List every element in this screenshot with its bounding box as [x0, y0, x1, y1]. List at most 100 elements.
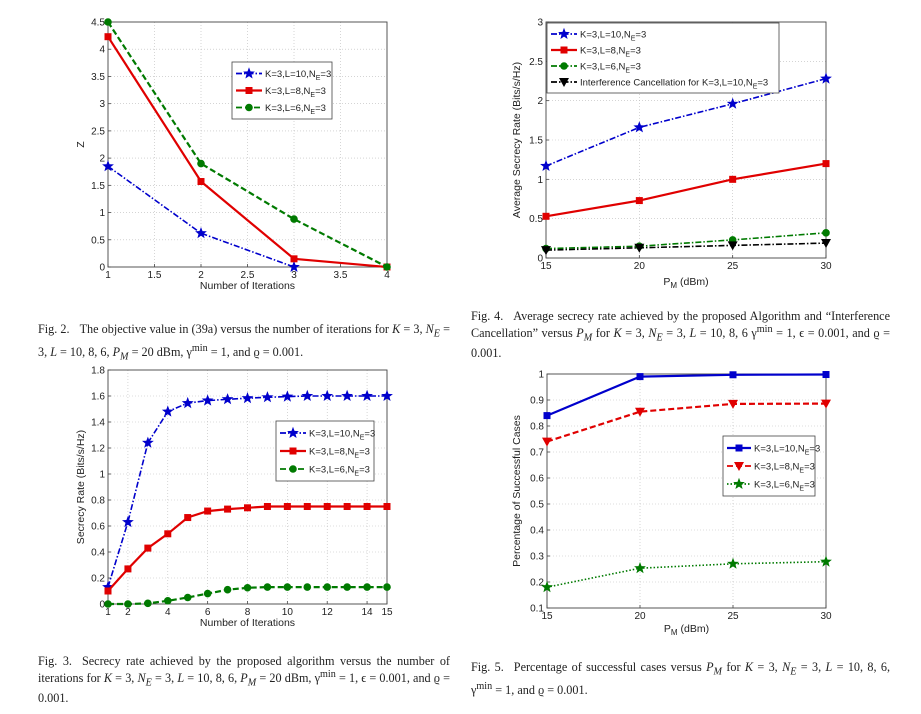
series-line	[107, 21, 388, 268]
data-point	[634, 243, 645, 253]
y-tick-label: 0.5	[530, 500, 544, 511]
legend-label-tail: =3	[359, 447, 370, 458]
legend-box	[546, 22, 780, 94]
x-tick-label: 8	[245, 607, 251, 618]
data-point	[383, 503, 391, 510]
legend-label-sub: E	[360, 435, 365, 442]
series-3	[541, 239, 831, 256]
chart-fig5: 15 20 25 30 0.1 0.2 0.3 0.4 0.5 0.6 0.7 0.8 0.9 1 PM (…	[511, 370, 832, 638]
y-tick-label: 0.8	[91, 496, 105, 507]
data-point	[343, 503, 351, 510]
caption-fig4-label: Fig. 4.	[471, 309, 504, 323]
data-point	[122, 515, 134, 528]
legend-label-tail: =3	[757, 78, 768, 89]
caption-fig3: Fig. 3. Secrecy rate achieved by the prop…	[38, 654, 450, 705]
data-point	[104, 18, 112, 26]
caption-fig3-text: Secrecy rate achieved by the proposed al…	[38, 654, 451, 705]
legend-label-sub: E	[310, 92, 315, 99]
y-tick-label: 0.4	[530, 526, 544, 537]
legend-marker	[289, 465, 297, 473]
legend-label-tail: =3	[315, 86, 326, 97]
series-line	[546, 560, 827, 588]
y-tick-label: 1.4	[91, 418, 105, 429]
data-point	[727, 241, 738, 251]
y-tick-label: 0.6	[91, 522, 105, 533]
data-point	[820, 555, 832, 567]
legend-marker	[560, 62, 568, 70]
legend-label-sub: E	[316, 75, 321, 82]
y-tick-label: 1.5	[529, 136, 543, 147]
y-tick-label: 1.2	[91, 444, 105, 455]
legend-label-tail: =3	[359, 465, 370, 476]
series-1	[542, 160, 830, 220]
y-tick-label: 4	[99, 45, 105, 56]
data-point	[323, 503, 331, 510]
data-point	[161, 405, 174, 417]
y-tick-label: 3	[99, 99, 105, 110]
series-line	[545, 242, 827, 251]
y-tick-label: 0	[537, 254, 543, 265]
y-tick-label: 0.1	[530, 604, 544, 615]
legend-marker	[287, 426, 299, 438]
legend-label: K=3,L=10,NE=3	[754, 444, 820, 457]
legend-marker	[289, 447, 297, 455]
data-point	[221, 393, 234, 405]
caption-fig2-label: Fig. 2.	[38, 322, 70, 336]
series-1	[542, 399, 831, 447]
data-point	[363, 583, 371, 591]
data-point	[726, 97, 739, 109]
data-point	[361, 389, 373, 401]
data-point	[102, 580, 114, 593]
data-point	[184, 514, 192, 522]
x-tick-label: 10	[282, 607, 294, 618]
y-tick-label: 0.4	[91, 548, 105, 559]
caption-fig5-text: Percentage of successful cases versus PM…	[471, 660, 891, 697]
y-tick-label: 0.6	[530, 474, 544, 485]
data-point	[263, 503, 271, 510]
legend-marker	[245, 103, 253, 112]
x-axis-label-tail: (dBm)	[677, 276, 709, 288]
x-axis-label-sub: M	[670, 281, 677, 290]
caption-fig4-text: Average secrecy rate achieved by the pro…	[471, 309, 891, 360]
legend-label-sub: E	[753, 84, 758, 91]
legend-label-sub: E	[799, 468, 804, 475]
legend-marker	[558, 27, 570, 39]
y-tick-label: 3	[537, 18, 543, 29]
data-point	[283, 503, 291, 510]
series-0	[543, 371, 830, 420]
x-tick-label: 30	[820, 261, 832, 272]
data-point	[204, 507, 212, 515]
legend-label: K=3,L=10,NE=3	[309, 429, 375, 442]
legend-label-sub: E	[805, 450, 810, 457]
data-point	[541, 246, 551, 256]
data-point	[542, 212, 550, 220]
series-2	[541, 555, 832, 593]
y-tick-label: 0.8	[530, 422, 544, 433]
y-tick-label: 2.5	[529, 57, 543, 68]
y-tick-label: 3.5	[91, 72, 105, 83]
legend-marker	[559, 78, 569, 87]
legend-label-sub: E	[310, 109, 315, 116]
series-line	[546, 373, 827, 417]
series-0	[102, 389, 393, 593]
y-tick-label: 1.8	[91, 366, 105, 377]
caption-fig4: Fig. 4. Average secrecy rate achieved by …	[471, 309, 890, 360]
data-point	[263, 583, 272, 591]
y-tick-label: 0.5	[529, 214, 543, 225]
legend-label-tail: =3	[804, 462, 815, 473]
x-tick-label: 15	[381, 607, 393, 618]
legend-label-tail: =3	[320, 69, 331, 80]
data-point	[197, 178, 205, 186]
data-point	[102, 160, 114, 172]
data-point	[303, 583, 312, 591]
x-tick-label: 20	[634, 261, 646, 272]
data-point	[634, 562, 646, 574]
x-tick-label: 2	[125, 607, 131, 618]
legend-label-tail: =3	[635, 30, 646, 41]
y-tick-label: 1	[99, 208, 105, 219]
data-point	[144, 544, 152, 552]
series-line	[545, 162, 827, 218]
x-tick-label: 3.5	[334, 270, 348, 281]
data-point	[144, 599, 152, 608]
